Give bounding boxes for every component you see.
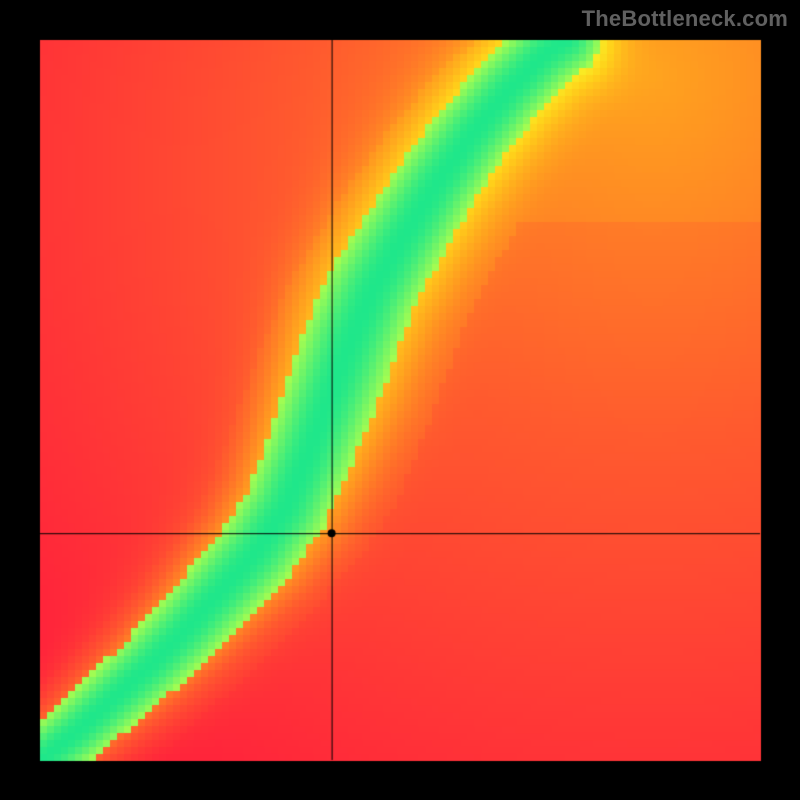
chart-container: TheBottleneck.com [0, 0, 800, 800]
heatmap-canvas [0, 0, 800, 800]
watermark-text: TheBottleneck.com [582, 6, 788, 32]
